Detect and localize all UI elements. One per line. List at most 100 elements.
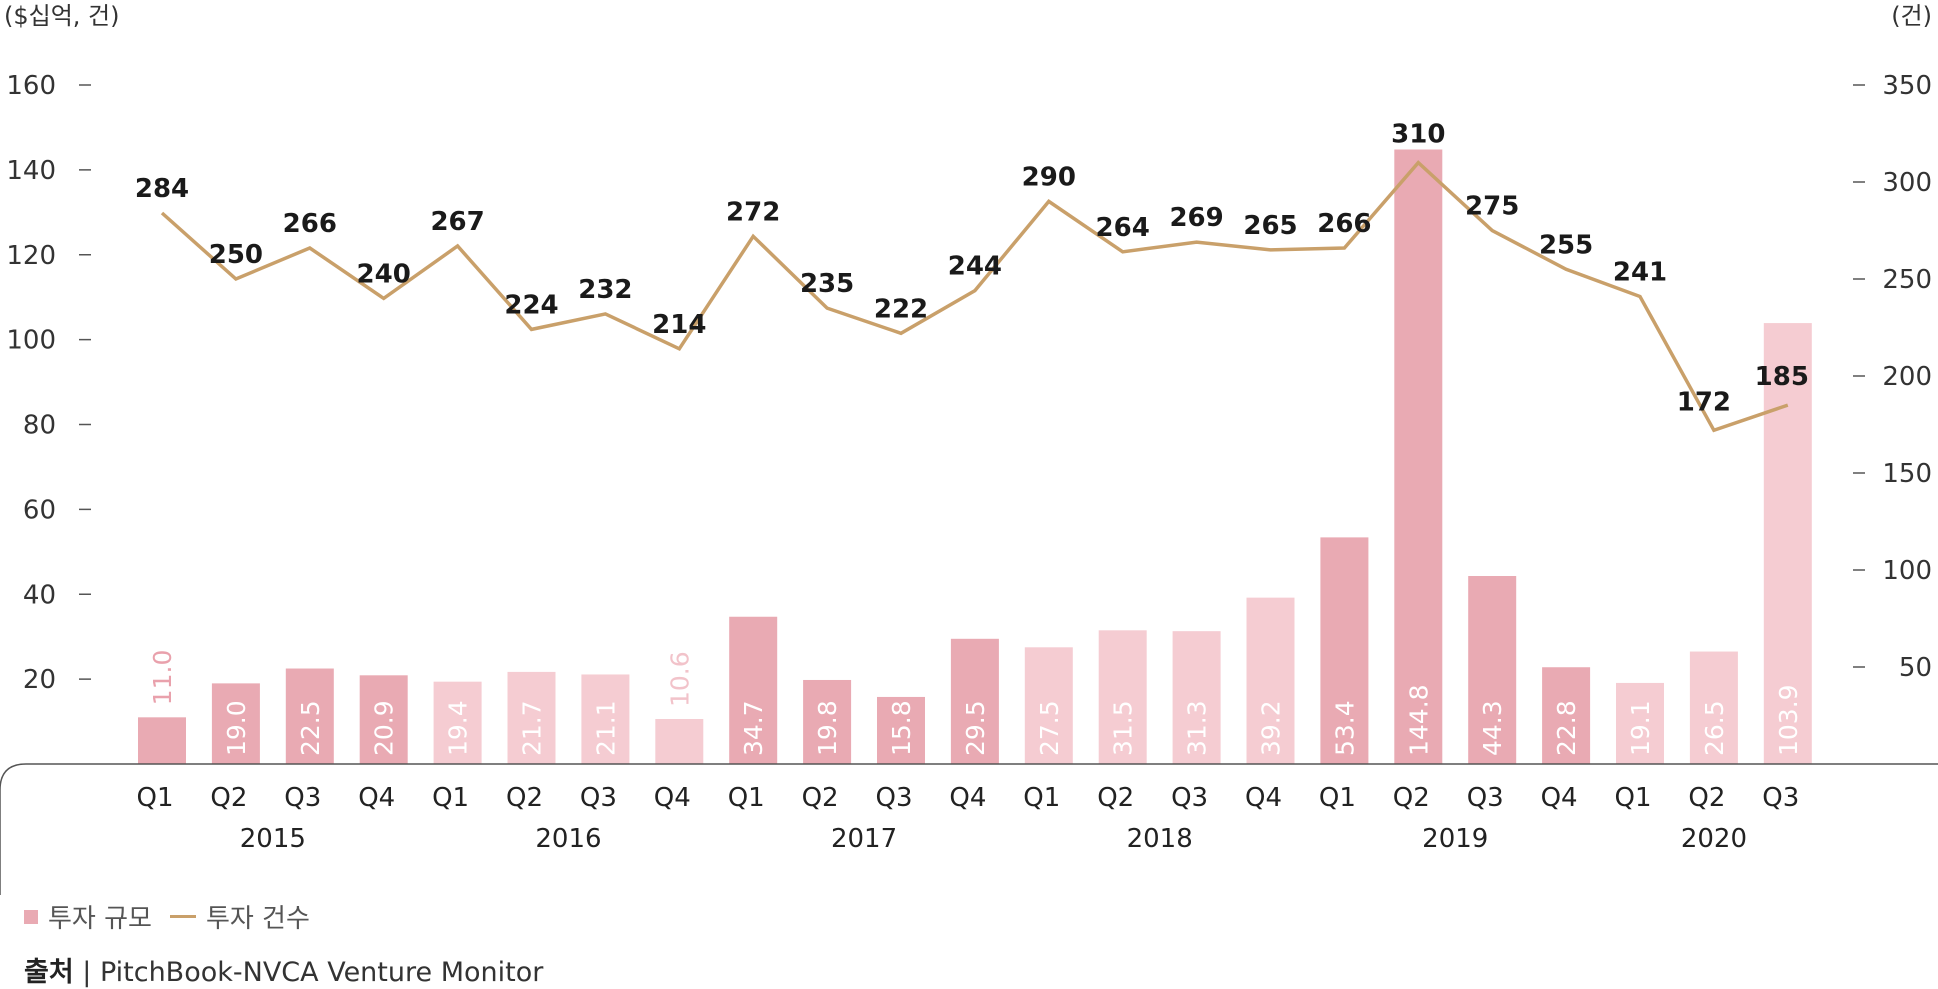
bar-value-label: 53.4 <box>1330 700 1359 756</box>
bar <box>950 638 999 764</box>
bar <box>1098 630 1147 764</box>
line-value-label: 272 <box>726 197 780 227</box>
line-value-label: 266 <box>283 209 337 239</box>
x-category-label: Q2 <box>1688 783 1725 813</box>
bar-value-label: 29.5 <box>961 700 990 756</box>
line-value-label: 214 <box>652 310 706 340</box>
x-category-label: Q3 <box>1467 783 1504 813</box>
line-value-label: 275 <box>1465 192 1519 222</box>
x-category-label: Q3 <box>580 783 617 813</box>
line-value-label: 240 <box>357 259 411 289</box>
chart: ($십억, 건) (건) 20 40 60 80 100 120 140 160 50 100 1… <box>0 2 1938 895</box>
bar <box>1689 651 1738 764</box>
right-tick-label: 300 <box>1882 168 1932 198</box>
line-value-label: 264 <box>1096 213 1150 243</box>
left-tick-label: 160 <box>6 71 56 101</box>
x-category-label: Q4 <box>1541 783 1578 813</box>
bar <box>1320 537 1369 764</box>
x-category-label: Q2 <box>210 783 247 813</box>
bar-value-label: 39.2 <box>1257 700 1286 756</box>
left-tick-label: 60 <box>23 495 56 525</box>
bar <box>1394 149 1443 764</box>
bar <box>803 679 852 764</box>
bar <box>1542 667 1591 764</box>
line-series: 284 250 266 240 267 224 232 214 272 235 222 244 290 2… <box>135 120 1809 433</box>
x-category-label: Q1 <box>432 783 469 813</box>
left-axis-unit-label: ($십억, 건) <box>4 2 120 30</box>
left-tick-label: 80 <box>23 411 56 441</box>
bar <box>1172 631 1221 764</box>
bar-value-label: 103.9 <box>1774 684 1803 756</box>
bar <box>581 674 630 764</box>
x-category-label: Q1 <box>136 783 173 813</box>
bar <box>729 616 778 764</box>
right-axis-unit-label: (건) <box>1891 2 1932 30</box>
bar <box>1246 597 1295 764</box>
bar-value-label: 26.5 <box>1700 700 1729 756</box>
x-year-label: 2017 <box>831 824 897 854</box>
x-axis-line <box>0 763 1938 895</box>
bar-value-label: 20.9 <box>370 700 399 756</box>
line-value-label: 232 <box>578 275 632 305</box>
source-label: 출처 <box>24 957 74 988</box>
bar <box>1024 647 1073 764</box>
left-tick-label: 140 <box>6 156 56 186</box>
bar <box>359 675 408 764</box>
x-category-label: Q1 <box>1614 783 1651 813</box>
legend-line-label: 투자 건수 <box>205 904 310 934</box>
x-category-label: Q2 <box>802 783 839 813</box>
x-category-label: Q3 <box>1762 783 1799 813</box>
bar <box>655 719 704 764</box>
bar <box>1468 576 1517 764</box>
legend-item-line: 투자 건수 <box>169 898 310 935</box>
legend-item-bar: 투자 규모 <box>24 898 152 935</box>
bar-value-label: 11.0 <box>148 650 177 706</box>
bar <box>1616 682 1664 764</box>
x-category-label: Q2 <box>1393 783 1430 813</box>
line-value-label: 265 <box>1243 211 1297 241</box>
left-tick-label: 120 <box>6 241 56 271</box>
bar-value-label: 19.8 <box>813 700 842 756</box>
line-value-label: 310 <box>1391 120 1445 150</box>
bar <box>433 681 482 764</box>
line-value-label: 290 <box>1022 162 1076 192</box>
left-tick-label: 20 <box>23 665 56 695</box>
bar <box>211 683 260 764</box>
left-axis: 20 40 60 80 100 120 140 160 <box>6 71 91 695</box>
bar-value-label: 22.8 <box>1552 700 1581 756</box>
bar <box>877 696 925 764</box>
bar-value-label: 44.3 <box>1478 700 1507 756</box>
line-value-label: 244 <box>948 252 1002 282</box>
bar <box>1763 323 1812 764</box>
bar-value-label: 21.7 <box>518 700 547 756</box>
bar-value-label: 22.5 <box>296 700 325 756</box>
left-tick-label: 40 <box>23 580 56 610</box>
legend: 투자 규모 투자 건수 <box>24 898 310 935</box>
x-category-label: Q1 <box>1319 783 1356 813</box>
x-category-label: Q1 <box>1023 783 1060 813</box>
line-path <box>160 160 1789 433</box>
right-tick-label: 50 <box>1899 653 1932 683</box>
line-value-label: 266 <box>1317 209 1371 239</box>
line-value-label: 241 <box>1613 257 1667 287</box>
right-axis: 50 100 150 200 250 300 350 <box>1853 71 1932 683</box>
x-axis: Q1 Q2 Q3 Q4 Q1 Q2 Q3 Q4 Q1 Q2 Q3 Q4 Q1 Q2 Q3 Q4 Q1 Q2 Q3 Q4… <box>0 763 1938 895</box>
line-value-label: 224 <box>504 290 558 320</box>
legend-bar-label: 투자 규모 <box>48 904 152 934</box>
line-value-label: 255 <box>1539 230 1593 260</box>
right-tick-label: 200 <box>1882 362 1932 392</box>
x-year-label: 2015 <box>240 824 306 854</box>
line-value-label: 250 <box>209 240 263 270</box>
bar-value-label: 31.3 <box>1183 700 1212 756</box>
right-tick-label: 350 <box>1882 71 1932 101</box>
x-year-label: 2020 <box>1681 824 1747 854</box>
line-value-label: 269 <box>1169 203 1223 233</box>
right-tick-label: 100 <box>1882 556 1932 586</box>
right-tick-label: 150 <box>1882 459 1932 489</box>
x-category-label: Q2 <box>506 783 543 813</box>
left-tick-label: 100 <box>6 326 56 356</box>
bar <box>138 717 186 764</box>
bar-value-label: 21.1 <box>591 700 620 756</box>
line-value-label: 235 <box>800 269 854 299</box>
x-year-label: 2016 <box>535 824 601 854</box>
